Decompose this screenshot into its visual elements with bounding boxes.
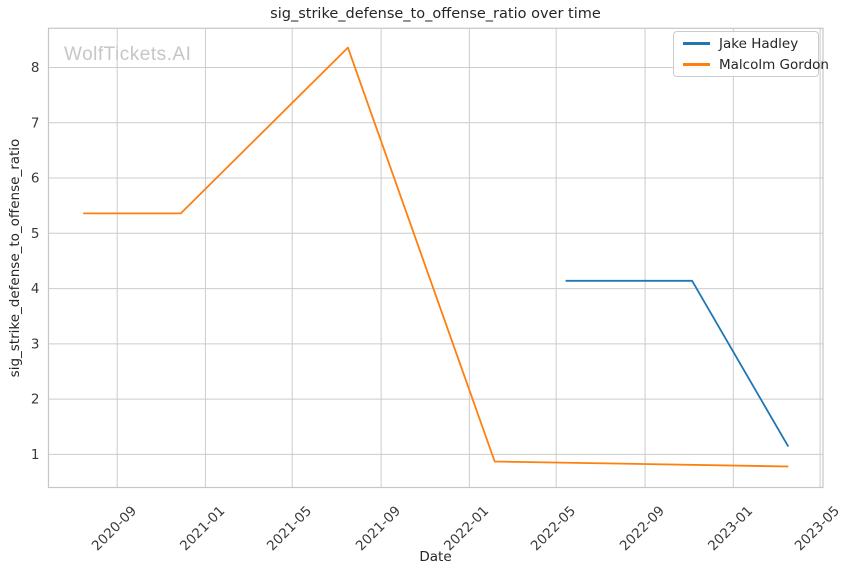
series-line-malcolm-gordon bbox=[83, 46, 789, 468]
y-tick-label: 7 bbox=[31, 115, 40, 131]
y-tick-label: 2 bbox=[31, 392, 40, 408]
x-tick-label: 2022-05 bbox=[528, 503, 579, 554]
legend-line-sample-orange bbox=[683, 63, 710, 66]
legend-line-sample-blue bbox=[683, 42, 710, 45]
y-axis-label: sig_strike_defense_to_offense_ratio bbox=[7, 138, 23, 378]
plot-border bbox=[47, 27, 824, 489]
x-tick-label: 2021-01 bbox=[177, 503, 228, 554]
y-tick-label: 1 bbox=[31, 447, 40, 463]
legend: Jake Hadley Malcolm Gordon bbox=[673, 31, 829, 77]
y-tick-label: 8 bbox=[31, 60, 40, 76]
y-tick-label: 4 bbox=[31, 281, 40, 297]
series-line-jake-hadley bbox=[565, 279, 790, 448]
watermark: WolfTickets.AI bbox=[64, 44, 192, 65]
legend-label: Malcolm Gordon bbox=[719, 56, 829, 73]
x-tick-label: 2020-09 bbox=[89, 503, 140, 554]
legend-label: Jake Hadley bbox=[719, 35, 799, 52]
chart-title: sig_strike_defense_to_offense_ratio over… bbox=[270, 6, 601, 22]
y-tick-label: 5 bbox=[31, 226, 40, 242]
x-tick-label: 2023-01 bbox=[705, 503, 756, 554]
y-tick-label: 6 bbox=[31, 171, 40, 187]
x-tick-label: 2022-09 bbox=[617, 503, 668, 554]
x-tick-label: 2023-05 bbox=[792, 503, 843, 554]
y-tick-label: 3 bbox=[31, 336, 40, 352]
x-tick-label: 2021-09 bbox=[353, 503, 404, 554]
x-axis-label: Date bbox=[419, 549, 452, 565]
x-tick-label: 2021-05 bbox=[264, 503, 315, 554]
x-tick-label: 2022-01 bbox=[441, 503, 492, 554]
legend-item-malcolm-gordon: Malcolm Gordon bbox=[683, 57, 829, 73]
legend-item-jake-hadley: Jake Hadley bbox=[683, 36, 809, 52]
